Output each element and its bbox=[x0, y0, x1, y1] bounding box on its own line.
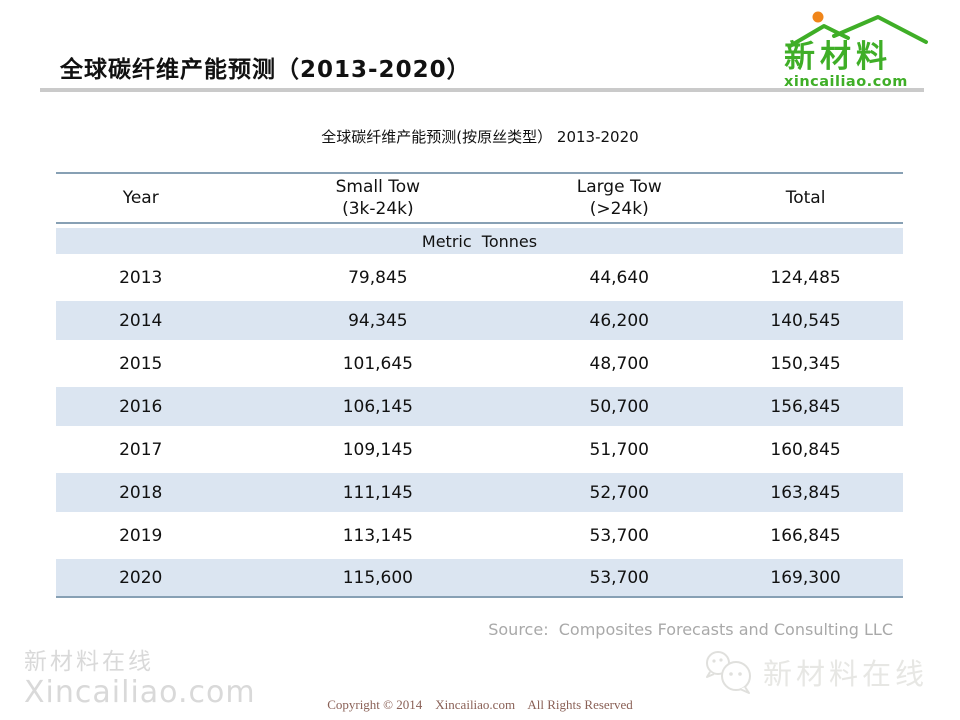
cell-large: 52,700 bbox=[530, 473, 709, 512]
cell-large: 44,640 bbox=[589, 267, 649, 288]
title-divider bbox=[40, 88, 924, 92]
table-row: 2018 111,145 52,700 163,845 bbox=[56, 473, 903, 512]
cell-year: 2019 bbox=[119, 525, 163, 546]
cell-year: 2013 bbox=[119, 267, 163, 288]
watermark-bottom-left: 新材料在线 Xincailiao.com bbox=[24, 649, 256, 710]
header-row: Year Small Tow (3k-24k) Large Tow (>24k)… bbox=[56, 172, 903, 224]
watermark-domain: Xincailiao.com bbox=[24, 674, 256, 710]
cell-small: 101,645 bbox=[342, 353, 413, 374]
unit-label: Metric Tonnes bbox=[56, 228, 903, 254]
source-note: Source: Composites Forecasts and Consult… bbox=[488, 620, 893, 639]
wechat-icon bbox=[705, 651, 751, 694]
table-row: 2019 113,145 53,700 166,845 bbox=[56, 516, 903, 555]
cell-total: 150,345 bbox=[770, 353, 841, 374]
cell-year: 2020 bbox=[56, 559, 226, 598]
cell-year: 2014 bbox=[56, 301, 226, 340]
cell-small: 94,345 bbox=[225, 301, 531, 340]
cell-year: 2017 bbox=[119, 439, 163, 460]
brand-domain: xincailiao.com bbox=[784, 74, 908, 90]
cell-large: 50,700 bbox=[530, 387, 709, 426]
watermark-cn: 新材料在线 bbox=[762, 657, 928, 691]
cell-small: 113,145 bbox=[342, 525, 413, 546]
cell-large: 53,700 bbox=[530, 559, 709, 598]
copyright-line: Copyright © 2014 Xincailiao.com All Righ… bbox=[327, 697, 633, 712]
cell-total: 169,300 bbox=[708, 559, 903, 598]
cell-large: 48,700 bbox=[589, 353, 649, 374]
cell-year: 2015 bbox=[119, 353, 163, 374]
brand-name-cn: 新材料 bbox=[784, 39, 892, 75]
col-header-year: Year bbox=[56, 172, 226, 224]
cell-small: 106,145 bbox=[225, 387, 531, 426]
table-row: 2015 101,645 48,700 150,345 bbox=[56, 344, 903, 383]
roofline-icon bbox=[788, 11, 928, 48]
table-row: 2017 109,145 51,700 160,845 bbox=[56, 430, 903, 469]
table-caption: 全球碳纤维产能预测(按原丝类型） 2013-2020 bbox=[321, 128, 639, 146]
cell-year: 2016 bbox=[56, 387, 226, 426]
capacity-forecast-table: Year Small Tow (3k-24k) Large Tow (>24k)… bbox=[56, 168, 903, 602]
cell-total: 156,845 bbox=[708, 387, 903, 426]
page-title: 全球碳纤维产能预测（2013-2020） bbox=[60, 57, 471, 83]
cell-year: 2018 bbox=[56, 473, 226, 512]
col-header-small-tow: Small Tow (3k-24k) bbox=[225, 172, 531, 224]
table-row: 2013 79,845 44,640 124,485 bbox=[56, 258, 903, 297]
cell-total: 160,845 bbox=[770, 439, 841, 460]
cell-small: 109,145 bbox=[342, 439, 413, 460]
cell-total: 140,545 bbox=[708, 301, 903, 340]
cell-large: 53,700 bbox=[589, 525, 649, 546]
table-row: 2020 115,600 53,700 169,300 bbox=[56, 559, 903, 598]
unit-row: Metric Tonnes bbox=[56, 228, 903, 254]
cell-small: 115,600 bbox=[225, 559, 531, 598]
col-header-total: Total bbox=[708, 172, 903, 224]
table-row: 2016 106,145 50,700 156,845 bbox=[56, 387, 903, 426]
col-header-large-tow: Large Tow (>24k) bbox=[530, 172, 709, 224]
watermark-bottom-right: 新材料在线 bbox=[703, 648, 928, 696]
cell-total: 163,845 bbox=[708, 473, 903, 512]
cell-total: 124,485 bbox=[770, 267, 841, 288]
cell-large: 51,700 bbox=[589, 439, 649, 460]
cell-total: 166,845 bbox=[770, 525, 841, 546]
cell-small: 79,845 bbox=[348, 267, 408, 288]
table-row: 2014 94,345 46,200 140,545 bbox=[56, 301, 903, 340]
cell-small: 111,145 bbox=[225, 473, 531, 512]
watermark-cn: 新材料在线 bbox=[24, 649, 154, 675]
cell-large: 46,200 bbox=[530, 301, 709, 340]
brand-logo: 新材料 xincailiao.com bbox=[784, 8, 932, 90]
